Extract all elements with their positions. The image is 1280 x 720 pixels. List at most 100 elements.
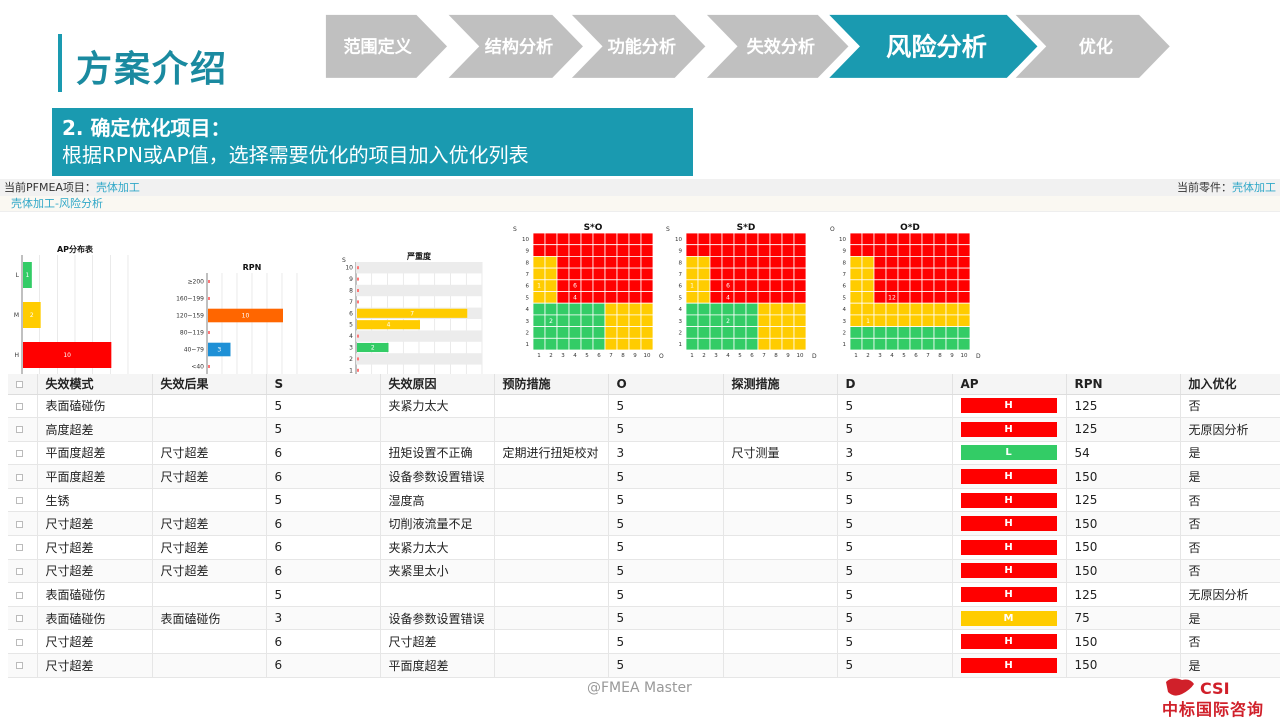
table-row[interactable]: 高度超差 5 5 5 H 125 无原因分析 [8,417,1280,442]
row-select-cell[interactable] [8,417,38,442]
sd-heatmap-cell [745,326,759,339]
row-select-cell[interactable] [8,559,38,584]
row-checkbox[interactable] [16,615,23,623]
table-cell: 125 [1066,582,1181,607]
sd-heatmap-cell [697,232,711,246]
row-select-cell[interactable] [8,653,38,678]
step-6[interactable] [1011,14,1173,80]
row-select-cell[interactable] [8,488,38,513]
column-header[interactable]: S [266,374,381,395]
sd-heatmap-cell [769,232,783,246]
so-heatmap-cell [616,232,630,246]
table-row[interactable]: 表面磕碰伤 表面磕碰伤 3 设备参数设置错误 5 5 M 75 是 [8,606,1280,631]
column-header[interactable]: 预防措施 [494,374,609,395]
row-select-cell[interactable] [8,582,38,607]
column-header[interactable]: D [837,374,953,395]
table-row[interactable]: 尺寸超差 尺寸超差 6 夹紧力太大 5 5 H 150 否 [8,535,1280,560]
step-4[interactable] [702,14,851,80]
od-heatmap-cell [861,337,875,351]
step-5[interactable] [825,14,1040,80]
row-checkbox[interactable] [16,402,23,410]
table-cell: 5 [837,606,953,631]
table-cell: 是 [1180,606,1280,631]
so-heatmap-cell [544,326,558,339]
column-header[interactable]: AP [952,374,1067,395]
logo-mark: CSI [1200,679,1230,698]
severity-chart-bar [357,368,359,372]
od-heatmap-cell [909,337,923,351]
row-select-cell[interactable] [8,511,38,537]
column-header[interactable]: O [608,374,724,395]
so-heatmap-cell [616,279,630,292]
od-heatmap-cell [897,302,911,316]
od-heatmap-cell [921,267,935,281]
row-checkbox[interactable] [16,473,23,481]
severity-chart-ytick: 7 [349,299,353,306]
row-select-cell[interactable] [8,441,38,466]
table-row[interactable]: 生锈 5 湿度高 5 5 H 125 否 [8,488,1280,513]
sd-heatmap-cell [757,244,771,257]
select-all-cell[interactable] [8,374,38,395]
row-checkbox[interactable] [16,591,23,599]
sd-heatmap-cell [721,337,735,351]
column-header[interactable]: 失效原因 [380,374,495,395]
od-heatmap-cell [909,267,923,281]
severity-chart-bar-label: 4 [387,322,391,329]
table-row[interactable]: 表面磕碰伤 5 5 5 H 125 无原因分析 [8,582,1280,607]
od-heatmap-cell [861,279,875,292]
row-checkbox[interactable] [16,426,23,434]
row-select-cell[interactable] [8,394,38,419]
od-heatmap-ytick: 5 [843,295,847,301]
row-checkbox[interactable] [16,638,23,646]
table-row[interactable]: 尺寸超差 尺寸超差 6 夹紧里太小 5 5 H 150 否 [8,559,1280,584]
od-heatmap-cell [861,326,875,339]
table-row[interactable]: 平面度超差 尺寸超差 6 设备参数设置错误 5 5 H 150 是 [8,464,1280,489]
column-header[interactable]: 失效模式 [37,374,153,395]
row-checkbox[interactable] [16,449,23,457]
sd-heatmap-cell [757,314,771,328]
column-header[interactable]: 加入优化 [1180,374,1280,395]
severity-chart-bar [357,342,389,353]
step-3[interactable] [567,14,708,80]
column-header[interactable]: RPN [1066,374,1181,395]
select-all-checkbox[interactable] [16,380,23,388]
table-cell [723,417,838,442]
breadcrumb[interactable]: 壳体加工-风险分析 [0,196,1280,212]
table-cell: 6 [266,653,381,678]
od-heatmap-value-label: 12 [888,294,896,301]
table-row[interactable]: 尺寸超差 6 平面度超差 5 5 H 150 是 [8,653,1280,678]
od-heatmap-cell [957,256,971,269]
column-header[interactable]: 探测措施 [723,374,838,395]
row-select-cell[interactable] [8,606,38,631]
sd-heatmap-cell [721,326,735,339]
step-2[interactable] [444,14,586,80]
row-checkbox[interactable] [16,520,23,528]
so-heatmap-xtick: 8 [621,353,625,359]
so-heatmap-cell [580,279,594,292]
table-row[interactable]: 表面磕碰伤 5 夹紧力太大 5 5 H 125 否 [8,394,1280,419]
table-row[interactable]: 尺寸超差 尺寸超差 6 切削液流量不足 5 5 H 150 否 [8,511,1280,537]
row-select-cell[interactable] [8,464,38,489]
sd-heatmap-cell [745,232,759,246]
table-row[interactable]: 平面度超差 尺寸超差 6 扭矩设置不正确 定期进行扭矩校对 3 尺寸测量 3 L 54 是 [8,441,1280,466]
sd-heatmap-ytick: 1 [679,342,683,348]
sd-heatmap-cell [793,337,807,351]
row-checkbox[interactable] [16,567,23,575]
severity-chart-ytick: 5 [349,322,353,329]
part-link[interactable]: 壳体加工 [1232,181,1276,194]
od-heatmap-cell [849,267,863,281]
ap-chart-ytick: H [14,352,19,359]
row-checkbox[interactable] [16,544,23,552]
column-header[interactable]: 失效后果 [152,374,267,395]
project-link[interactable]: 壳体加工 [95,181,140,194]
step-1[interactable] [324,14,450,80]
table-row[interactable]: 尺寸超差 6 尺寸超差 5 5 H 150 否 [8,629,1280,655]
so-heatmap-xtick: 2 [549,353,553,359]
row-checkbox[interactable] [16,662,23,670]
row-select-cell[interactable] [8,629,38,655]
od-heatmap-cell [909,256,923,269]
ap-cell: M [952,606,1067,631]
row-checkbox[interactable] [16,497,23,505]
sd-heatmap-cell [757,291,771,304]
row-select-cell[interactable] [8,535,38,560]
